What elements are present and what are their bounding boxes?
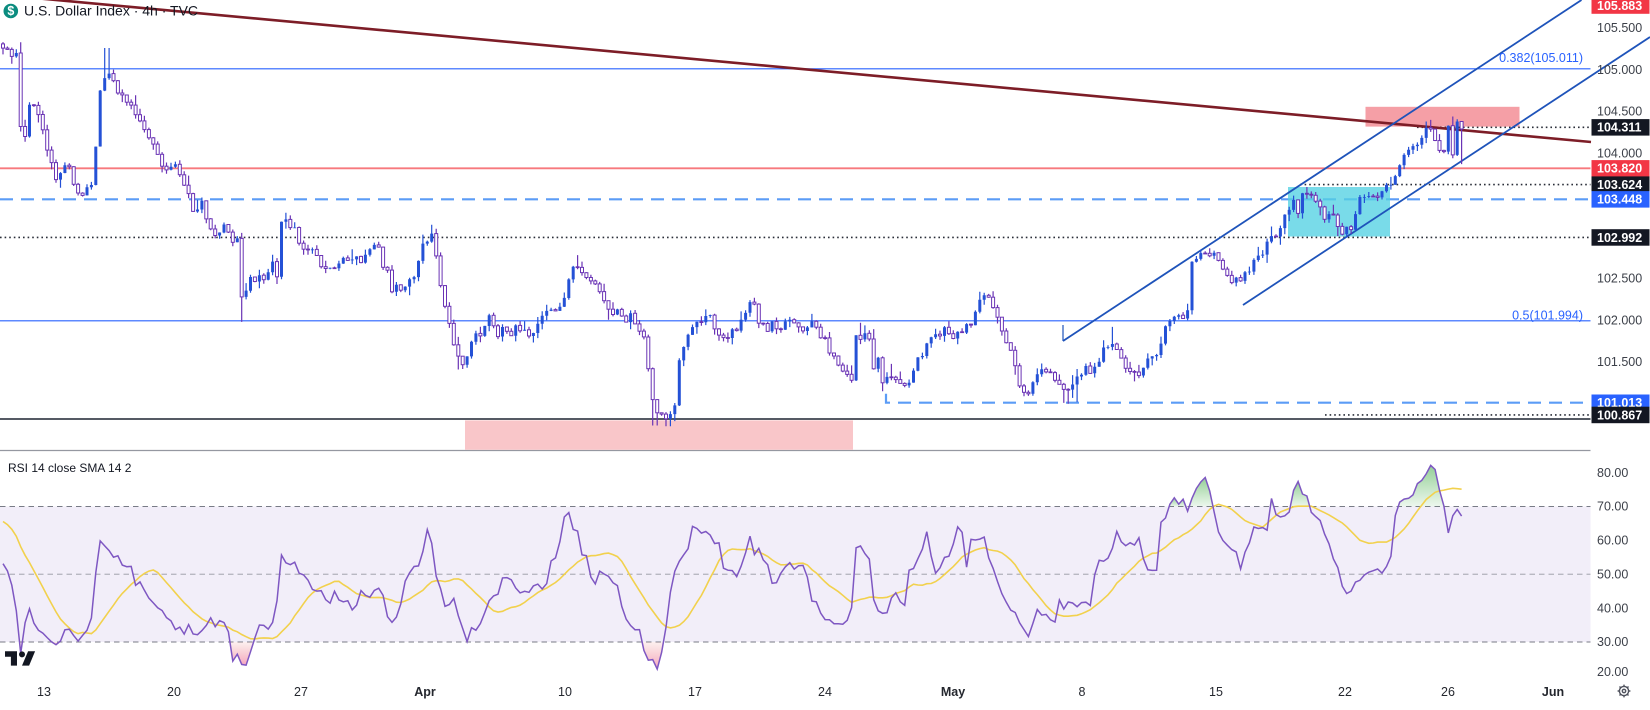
svg-text:105.883: 105.883 xyxy=(1597,0,1642,13)
svg-text:RSI 14 close SMA 14 2: RSI 14 close SMA 14 2 xyxy=(8,461,132,475)
svg-text:15: 15 xyxy=(1209,685,1223,699)
svg-text:26: 26 xyxy=(1441,685,1455,699)
svg-text:27: 27 xyxy=(294,685,308,699)
svg-text:103.448: 103.448 xyxy=(1597,193,1642,207)
svg-text:10: 10 xyxy=(558,685,572,699)
svg-text:105.500: 105.500 xyxy=(1597,21,1642,35)
svg-text:80.00: 80.00 xyxy=(1597,466,1628,480)
svg-text:50.00: 50.00 xyxy=(1597,568,1628,582)
svg-text:17: 17 xyxy=(688,685,702,699)
svg-text:105.000: 105.000 xyxy=(1597,63,1642,77)
svg-text:102.000: 102.000 xyxy=(1597,313,1642,327)
svg-text:24: 24 xyxy=(818,685,832,699)
svg-text:101.500: 101.500 xyxy=(1597,355,1642,369)
svg-text:100.867: 100.867 xyxy=(1597,408,1642,422)
svg-text:0.382(105.011): 0.382(105.011) xyxy=(1499,51,1583,65)
svg-text:Apr: Apr xyxy=(414,685,436,699)
svg-text:102.992: 102.992 xyxy=(1597,231,1642,245)
svg-text:30.00: 30.00 xyxy=(1597,635,1628,649)
svg-text:60.00: 60.00 xyxy=(1597,534,1628,548)
svg-text:13: 13 xyxy=(37,685,51,699)
svg-text:22: 22 xyxy=(1338,685,1352,699)
svg-text:20: 20 xyxy=(167,685,181,699)
svg-text:Jun: Jun xyxy=(1542,685,1564,699)
svg-text:70.00: 70.00 xyxy=(1597,500,1628,514)
svg-text:104.311: 104.311 xyxy=(1597,121,1642,135)
svg-text:U.S. Dollar Index · 4h · TVC: U.S. Dollar Index · 4h · TVC xyxy=(24,3,198,19)
svg-text:$: $ xyxy=(7,4,14,18)
svg-text:102.500: 102.500 xyxy=(1597,272,1642,286)
svg-text:May: May xyxy=(941,685,965,699)
svg-text:40.00: 40.00 xyxy=(1597,601,1628,615)
svg-text:103.624: 103.624 xyxy=(1597,178,1642,192)
svg-text:20.00: 20.00 xyxy=(1597,665,1628,679)
svg-text:101.013: 101.013 xyxy=(1597,396,1642,410)
svg-text:8: 8 xyxy=(1079,685,1086,699)
svg-text:0.5(101.994): 0.5(101.994) xyxy=(1512,309,1583,323)
svg-text:104.500: 104.500 xyxy=(1597,105,1642,119)
svg-text:104.000: 104.000 xyxy=(1597,146,1642,160)
svg-text:103.820: 103.820 xyxy=(1597,162,1642,176)
